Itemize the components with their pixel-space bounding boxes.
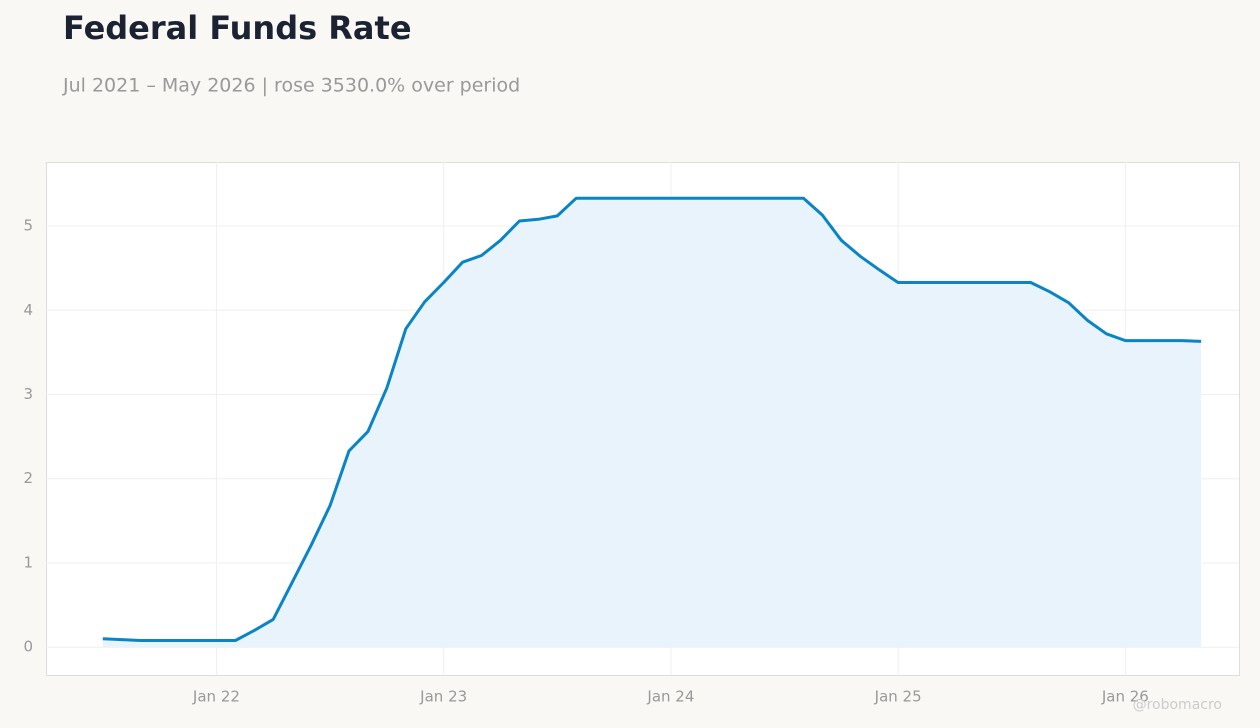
chart-title: Federal Funds Rate [63,9,412,47]
y-tick-label: 3 [23,385,33,403]
x-tick-label: Jan 23 [419,688,467,706]
area [102,198,1202,648]
y-tick-label: 5 [23,217,33,235]
line [102,196,1202,642]
y-tick-label: 4 [23,301,33,319]
y-tick-label: 0 [23,638,33,656]
x-tick-label: Jan 26 [1101,688,1149,706]
y-tick-label: 2 [23,469,33,487]
watermark: @robomacro [1133,697,1222,713]
x-tick-label: Jan 25 [874,688,922,706]
chart-subtitle: Jul 2021 – May 2026 | rose 3530.0% over … [62,75,520,97]
x-tick-label: Jan 22 [192,688,240,706]
x-tick-label: Jan 24 [646,688,694,706]
y-tick-label: 1 [23,553,33,571]
